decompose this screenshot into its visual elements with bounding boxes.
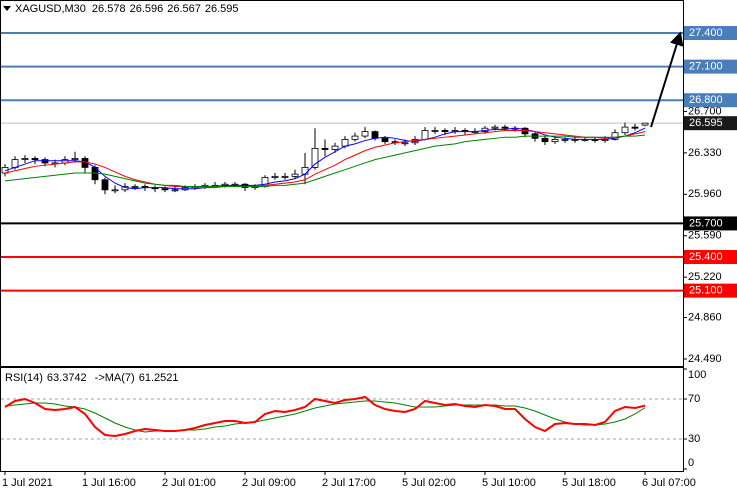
candle-body <box>611 132 619 140</box>
candle-body <box>171 189 179 192</box>
x-tick-label: 1 Jul 16:00 <box>82 477 136 489</box>
menu-triangle[interactable] <box>3 6 11 11</box>
level-label: 26.800 <box>689 94 723 106</box>
candle-body <box>431 130 439 132</box>
rsi-value: 63.3742 <box>47 372 87 384</box>
candle-body <box>321 147 329 150</box>
header-close: 26.595 <box>205 3 239 15</box>
candle-body <box>291 173 299 177</box>
candle-body <box>281 175 289 178</box>
candle-body <box>331 145 339 150</box>
candle-body <box>441 130 449 132</box>
symbol: XAGUSD,M30 <box>15 3 86 15</box>
rsi-title: RSI(14) <box>5 372 43 384</box>
rsi-line <box>4 395 646 438</box>
header-low: 26.567 <box>167 3 201 15</box>
forecast-arrow <box>650 31 684 128</box>
y-tick-label: 24.860 <box>688 311 722 323</box>
candle-body <box>371 131 379 139</box>
x-tick-label: 5 Jul 10:00 <box>482 477 536 489</box>
y-tick-label: 30 <box>688 433 700 445</box>
level-box <box>684 93 737 108</box>
rsi-header: RSI(14) 63.3742 ->MA(7) 61.2521 <box>5 372 178 384</box>
y-tick-label: 100 <box>688 369 706 381</box>
candle-body <box>21 158 29 160</box>
candle-body <box>111 189 119 192</box>
candle-body <box>401 142 409 145</box>
level-label: 27.400 <box>689 27 723 39</box>
x-tick-label: 2 Jul 09:00 <box>242 477 296 489</box>
level-label: 25.400 <box>689 251 723 263</box>
x-tick-label: 6 Jul 07:00 <box>642 477 696 489</box>
y-tick-label: 24.490 <box>688 353 722 365</box>
rsi-line <box>4 400 646 433</box>
x-tick-label: 1 Jul 2021 <box>2 477 53 489</box>
y-tick-label: 25.220 <box>688 271 722 283</box>
x-tick-label: 2 Jul 01:00 <box>162 477 216 489</box>
candle-body <box>561 139 569 141</box>
candle-body <box>301 167 309 175</box>
y-tick-label: 26.330 <box>688 147 722 159</box>
candle-body <box>631 126 639 129</box>
candle-body <box>351 135 359 140</box>
candle-body <box>421 130 429 140</box>
candle-body <box>71 158 79 160</box>
candle-body <box>541 137 549 143</box>
candle-body <box>271 175 279 178</box>
candle-body <box>41 159 49 164</box>
rsi-ma-value: 61.2521 <box>139 372 179 384</box>
level-box <box>684 216 737 231</box>
candle-body <box>361 131 369 137</box>
x-tick-label: 5 Jul 18:00 <box>562 477 616 489</box>
header-open: 26.578 <box>92 3 126 15</box>
y-tick-label: 25.590 <box>688 230 722 242</box>
candle-body <box>381 137 389 143</box>
moving-average <box>4 127 646 190</box>
rsi-ma-title: ->MA(7) <box>95 372 135 384</box>
candle-body <box>131 186 139 188</box>
chart-header: XAGUSD,M30 26.578 26.596 26.567 26.595 <box>15 3 239 15</box>
y-tick-label: 0 <box>688 457 694 469</box>
header-high: 26.596 <box>130 3 164 15</box>
level-box <box>684 250 737 265</box>
candle-body <box>241 183 249 188</box>
main-layer: 27.07026.70026.33025.96025.59025.22024.8… <box>1 26 737 489</box>
candle-body <box>641 122 649 126</box>
candle-body <box>311 147 319 168</box>
moving-average <box>4 129 646 189</box>
candle-body <box>621 126 629 134</box>
level-box <box>684 59 737 74</box>
level-box <box>684 26 737 41</box>
main-panel <box>0 0 684 367</box>
price-box <box>684 116 737 131</box>
level-label: 25.100 <box>689 285 723 297</box>
price-label: 26.595 <box>689 117 723 129</box>
candle-body <box>551 139 559 143</box>
level-box <box>684 283 737 298</box>
candle-body <box>341 139 349 147</box>
y-tick-label: 25.960 <box>688 188 722 200</box>
level-label: 27.100 <box>689 61 723 73</box>
moving-average <box>4 134 646 187</box>
rsi-layer: 0 30 70 100 <box>1 368 706 470</box>
x-tick-label: 5 Jul 02:00 <box>402 477 456 489</box>
candle-body <box>491 126 499 129</box>
candle-body <box>161 188 169 191</box>
y-tick-label: 70 <box>688 393 700 405</box>
x-tick-label: 2 Jul 17:00 <box>322 477 376 489</box>
level-label: 25.700 <box>689 217 723 229</box>
y-tick-label: 26.700 <box>688 105 722 117</box>
candle-body <box>31 158 39 160</box>
rsi-panel <box>0 367 684 472</box>
candle-body <box>101 179 109 191</box>
candle-body <box>501 126 509 129</box>
